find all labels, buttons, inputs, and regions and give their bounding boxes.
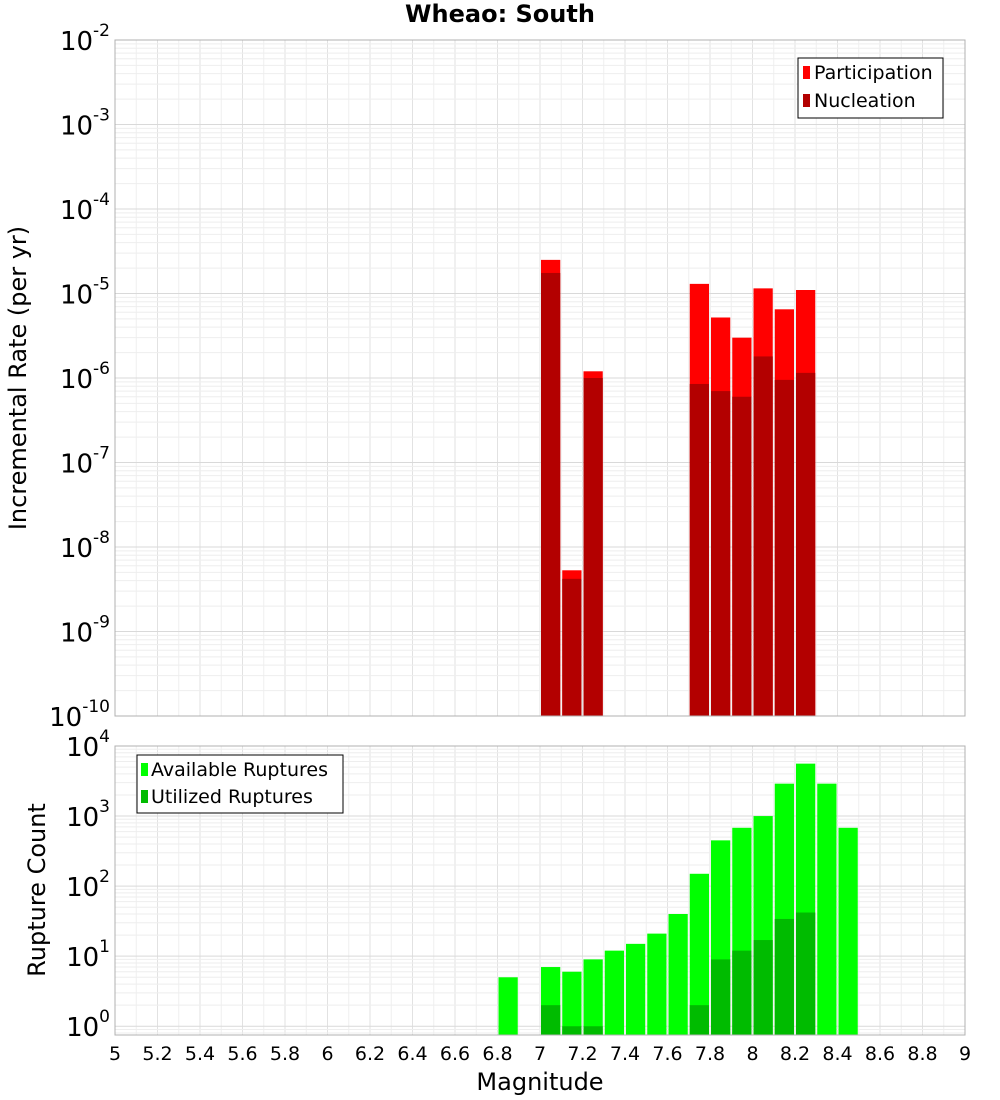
rate-y-tick: 10-3 <box>60 106 110 142</box>
x-tick-label: 7.2 <box>567 1043 597 1065</box>
count-bar-available-ruptures <box>817 783 837 1035</box>
x-tick-label: 5 <box>109 1043 121 1065</box>
x-tick-label: 8.4 <box>822 1043 852 1065</box>
count-bar-available-ruptures <box>838 827 858 1035</box>
rate-y-tick: 10-9 <box>60 613 110 649</box>
x-tick-labels: 5 5.2 5.4 5.6 5.8 6 6.2 6.4 6.6 6.8 7 7.2 7.4 7.6 7.8 8… <box>109 1043 971 1065</box>
legend-label-participation: Participation <box>814 62 933 84</box>
count-bar-utilized-ruptures <box>711 959 731 1035</box>
legend-label-nucleation: Nucleation <box>814 90 916 112</box>
x-tick-label: 5.6 <box>227 1043 257 1065</box>
rate-bar-nucleation <box>753 356 773 716</box>
count-y-tick-labels: 100 101 102 103 104 <box>66 727 110 1043</box>
rate-y-tick: 10-10 <box>49 697 110 733</box>
count-bar-utilized-ruptures <box>753 940 773 1035</box>
count-bar-available-ruptures <box>647 933 667 1035</box>
count-bar-available-ruptures <box>604 950 624 1035</box>
x-tick-label: 8.8 <box>907 1043 937 1065</box>
rate-legend-box <box>797 57 944 119</box>
count-legend: Available Ruptures Utilized Ruptures <box>136 754 344 814</box>
x-tick-label: 6.2 <box>355 1043 385 1065</box>
count-bar-utilized-ruptures <box>562 1026 582 1035</box>
count-y-tick: 100 <box>66 1007 110 1043</box>
rate-bar-nucleation <box>689 383 709 716</box>
x-tick-label: 5.8 <box>270 1043 300 1065</box>
count-y-tick: 102 <box>66 867 110 903</box>
x-tick-label: 8 <box>746 1043 758 1065</box>
rate-bar-nucleation <box>796 372 816 716</box>
x-axis-label: Magnitude <box>476 1068 603 1096</box>
rate-bars <box>541 259 816 716</box>
chart-title: Wheao: South <box>405 0 595 28</box>
x-tick-label: 7.6 <box>652 1043 682 1065</box>
x-tick-label: 6.4 <box>397 1043 427 1065</box>
x-tick-label: 8.2 <box>780 1043 810 1065</box>
x-tick-label: 8.6 <box>865 1043 895 1065</box>
x-tick-label: 5.4 <box>185 1043 215 1065</box>
count-bar-available-ruptures <box>689 873 709 1035</box>
rate-y-tick: 10-4 <box>60 190 110 226</box>
count-bars <box>498 763 858 1035</box>
x-tick-label: 7.8 <box>695 1043 725 1065</box>
rate-y-axis-label: Incremental Rate (per yr) <box>4 226 32 530</box>
rate-bar-nucleation <box>711 391 731 716</box>
legend-swatch-participation <box>803 66 810 79</box>
x-tick-label: 6 <box>321 1043 333 1065</box>
x-tick-label: 9 <box>959 1043 971 1065</box>
rate-bar-nucleation <box>562 578 582 716</box>
count-bar-utilized-ruptures <box>732 950 752 1035</box>
rate-bar-nucleation <box>583 378 603 716</box>
rate-bar-nucleation <box>732 396 752 716</box>
legend-swatch-utilized <box>141 790 148 803</box>
count-bar-utilized-ruptures <box>796 912 816 1035</box>
legend-label-utilized: Utilized Ruptures <box>151 786 313 808</box>
x-tick-label: 5.2 <box>142 1043 172 1065</box>
count-bar-available-ruptures <box>583 959 603 1035</box>
count-bar-available-ruptures <box>562 971 582 1035</box>
rate-y-tick: 10-2 <box>60 21 110 57</box>
count-bar-available-ruptures <box>626 943 646 1035</box>
rate-y-tick: 10-6 <box>60 359 110 395</box>
rate-bar-nucleation <box>774 379 794 716</box>
count-bar-utilized-ruptures <box>689 1005 709 1035</box>
rate-y-tick: 10-8 <box>60 528 110 564</box>
x-tick-label: 6.6 <box>440 1043 470 1065</box>
legend-swatch-available <box>141 763 148 776</box>
count-bar-utilized-ruptures <box>583 1026 603 1035</box>
count-plot-border <box>114 745 966 1036</box>
x-tick-label: 6.8 <box>482 1043 512 1065</box>
rate-plot-border <box>114 39 966 717</box>
rate-gridlines <box>115 39 965 717</box>
count-y-tick: 101 <box>66 937 110 973</box>
rate-y-tick-labels: 10-10 10-9 10-8 10-7 10-6 10-5 10-4 10-3 10-2 <box>49 21 110 733</box>
rate-bar-nucleation <box>541 272 561 716</box>
rate-y-tick: 10-7 <box>60 444 110 480</box>
count-panel: 100 101 102 103 104 Rupture Count Available … <box>23 727 971 1096</box>
count-bar-available-ruptures <box>498 977 518 1035</box>
count-bar-available-ruptures <box>668 914 688 1035</box>
count-bar-utilized-ruptures <box>774 918 794 1035</box>
count-y-tick: 104 <box>66 727 110 763</box>
count-legend-box <box>136 754 344 814</box>
rate-legend: Participation Nucleation <box>797 57 944 119</box>
count-y-axis-label: Rupture Count <box>23 803 51 977</box>
x-tick-label: 7 <box>534 1043 546 1065</box>
count-y-tick: 103 <box>66 797 110 833</box>
rate-panel: 10-10 10-9 10-8 10-7 10-6 10-5 10-4 10-3 10-2 In… <box>4 21 966 733</box>
rate-y-tick: 10-5 <box>60 275 110 311</box>
legend-swatch-nucleation <box>803 94 810 107</box>
legend-label-available: Available Ruptures <box>151 759 328 781</box>
count-bar-utilized-ruptures <box>541 1005 561 1035</box>
x-tick-label: 7.4 <box>610 1043 640 1065</box>
